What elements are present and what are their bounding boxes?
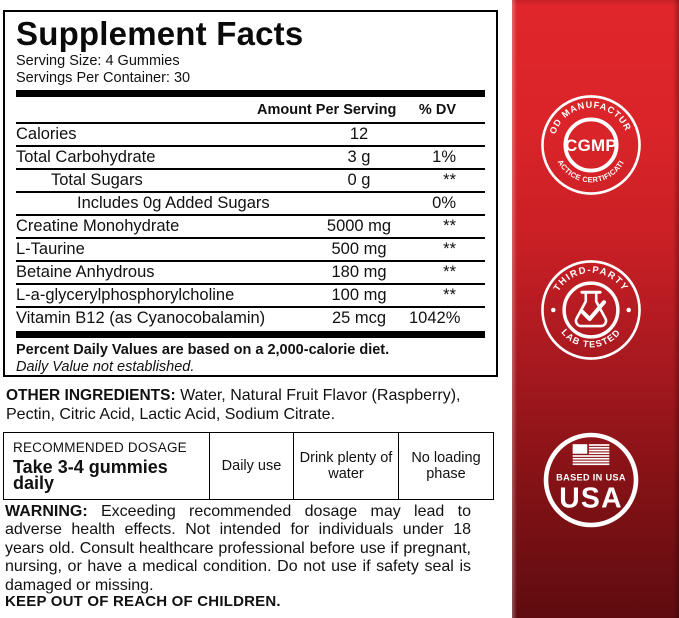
column-header-amount: Amount Per Serving [257,101,397,118]
nutrient-name: Total Carbohydrate [16,147,156,166]
nutrient-row: Includes 0g Added Sugars 0% [16,193,485,216]
dosage-instruction: Take 3-4 gummies daily [13,456,168,494]
nutrient-name: Betaine Anhydrous [16,262,155,281]
footnote-dv: Percent Daily Values are based on a 2,00… [16,341,390,358]
label-area: Supplement Facts Serving Size: 4 Gummies… [3,10,498,610]
usa-badge: BASED IN USA USA [541,430,641,530]
check-icon [579,300,606,322]
nutrient-name: Calories [16,124,77,143]
other-ingredients-text: Water, Natural Fruit Flavor (Raspberry),… [6,387,461,423]
nutrient-row: Vitamin B12 (as Cyanocobalamin) 25 mcg 1… [16,308,485,331]
nutrient-dv: ** [443,262,456,281]
other-ingredients-label: OTHER INGREDIENTS: [6,387,176,404]
footnote-not-established: Daily Value not established. [16,358,195,375]
dosage-cell-no-loading: No loading phase [398,433,493,499]
serving-size: Serving Size: 4 Gummies [16,52,180,69]
nutrient-name: Vitamin B12 (as Cyanocobalamin) [16,308,266,327]
nutrient-name: Total Sugars [51,170,143,189]
warning-label: WARNING: [5,503,88,520]
nutrient-row: Creatine Monohydrate 5000 mg ** [16,216,485,239]
dosage-header-cell: RECOMMENDED DOSAGE Take 3-4 gummies dail… [4,433,209,499]
lab-tested-badge-art: THIRD-PARTY LAB TESTED [541,260,641,360]
divider-thick [16,330,485,338]
nutrient-dv: 1042% [409,308,461,327]
nutrient-amount: 3 g [347,147,371,166]
dosage-table: RECOMMENDED DOSAGE Take 3-4 gummies dail… [3,432,494,500]
badge-dot-right [626,307,631,313]
nutrient-dv: 1% [432,147,456,166]
nutrient-name: L-a-glycerylphosphorylcholine [16,285,235,304]
brand-panel: GOOD MANUFACTURING PRACTICE CERTIFICATIO… [512,0,679,618]
cgmp-badge-art: GOOD MANUFACTURING PRACTICE CERTIFICATIO… [539,93,641,195]
nutrient-amount: 25 mcg [331,308,387,327]
nutrient-dv: ** [443,239,456,258]
nutrient-row: Total Sugars 0 g ** [16,170,485,193]
badge-inner-ring [563,117,619,173]
nutrient-row: Calories 12 [16,124,485,147]
nutrient-row: Total Carbohydrate 3 g 1% [16,147,485,170]
nutrient-dv: 0% [432,193,456,212]
usa-label: USA [559,483,623,515]
nutrient-amount: 100 mg [331,285,387,304]
supplement-facts-panel: Supplement Facts Serving Size: 4 Gummies… [3,10,498,377]
warning: WARNING: Exceeding recommended dosage ma… [5,503,471,595]
nutrient-amount: 5000 mg [326,216,392,235]
warning-text: Exceeding recommended dosage may lead to… [5,503,471,594]
table-header-row: Amount Per Serving % DV [16,97,485,124]
dosage-cell-water: Drink plenty of water [293,433,398,499]
nutrient-name: Includes 0g Added Sugars [77,193,270,212]
nutrient-dv: ** [443,216,456,235]
us-flag-icon [572,444,610,466]
nutrient-amount: 0 g [347,170,371,189]
divider-thick [16,89,485,97]
nutrient-amount: 500 mg [331,239,387,258]
nutrient-amount: 12 [349,124,369,143]
badge-inner-ring [562,281,620,339]
nutrient-amount: 180 mg [331,262,387,281]
dosage-cell-daily-use: Daily use [209,433,293,499]
dosage-header: RECOMMENDED DOSAGE [13,440,187,456]
nutrient-dv: ** [443,285,456,304]
other-ingredients: OTHER INGREDIENTS: Water, Natural Fruit … [6,386,468,424]
servings-per-container: Servings Per Container: 30 [16,70,191,87]
usa-badge-art: BASED IN USA USA [543,432,639,528]
nutrient-row: Betaine Anhydrous 180 mg ** [16,262,485,285]
badge-outer-ring [543,432,639,528]
nutrient-name: Creatine Monohydrate [16,216,180,235]
flask-check-icon [574,290,608,328]
nutrient-row: L-a-glycerylphosphorylcholine 100 mg ** [16,285,485,308]
lab-tested-badge: THIRD-PARTY LAB TESTED [539,258,643,362]
cgmp-center-text: CGMP [565,136,617,155]
nutrient-row: L-Taurine 500 mg ** [16,239,485,262]
panel-title: Supplement Facts [16,15,304,52]
usa-caption: BASED IN USA [556,472,626,482]
keep-out-warning: KEEP OUT OF REACH OF CHILDREN. [5,593,281,610]
column-header-dv: % DV [418,101,456,118]
badge-outer-ring [541,95,641,195]
nutrient-dv: ** [443,170,456,189]
nutrient-name: L-Taurine [16,239,85,258]
badge-dot-left [551,307,556,313]
cgmp-badge: GOOD MANUFACTURING PRACTICE CERTIFICATIO… [539,93,643,197]
badge-outer-ring [541,260,641,360]
